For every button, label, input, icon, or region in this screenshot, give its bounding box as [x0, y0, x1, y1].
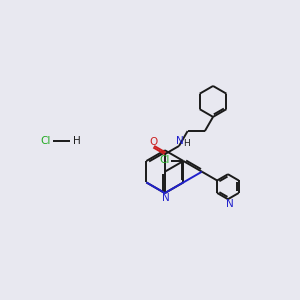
- Text: Cl: Cl: [40, 136, 50, 146]
- Text: O: O: [149, 137, 158, 147]
- Text: N: N: [226, 199, 233, 209]
- Text: N: N: [163, 194, 170, 203]
- Text: N: N: [176, 136, 184, 146]
- Text: H: H: [183, 139, 190, 148]
- Text: Cl: Cl: [159, 155, 170, 165]
- Text: H: H: [73, 136, 81, 146]
